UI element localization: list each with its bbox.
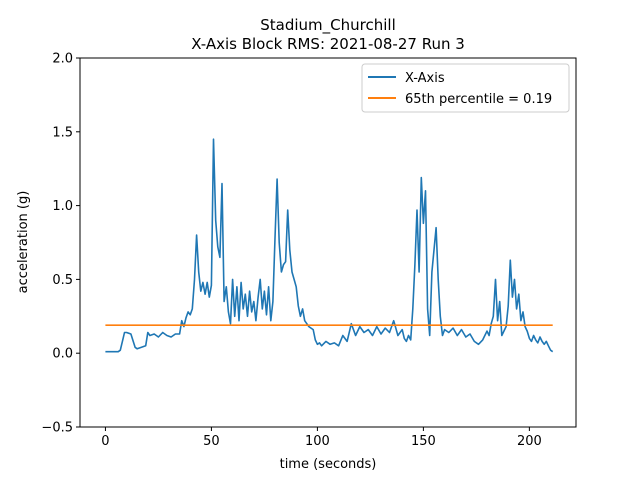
- legend-label-percentile: 65th percentile = 0.19: [405, 92, 552, 107]
- legend-frame: [361, 63, 570, 113]
- series-line-x-axis: [105, 138, 554, 353]
- plot-area: 0 50 100 150 200 −0.5 0.0 0.5 1.0 1.5 2.0: [41, 52, 577, 449]
- x-tick-label: 200: [517, 434, 542, 449]
- plot-frame: [79, 57, 577, 428]
- x-tick-label: 0: [101, 434, 109, 449]
- y-tick-label: 2.0: [52, 52, 73, 67]
- y-tick-label: 0.5: [52, 273, 73, 288]
- y-tick-label: −0.5: [41, 421, 73, 436]
- x-tick-label: 50: [203, 434, 220, 449]
- x-tick-label: 150: [411, 434, 436, 449]
- chart-subtitle: X-Axis Block RMS: 2021-08-27 Run 3: [191, 35, 465, 53]
- legend-label-x-axis: X-Axis: [405, 71, 445, 86]
- y-tick-label: 0.0: [52, 347, 73, 362]
- chart-title: Stadium_Churchill: [260, 16, 395, 35]
- y-tick-label: 1.5: [52, 125, 73, 140]
- x-tick-label: 100: [305, 434, 330, 449]
- y-tick-label: 1.0: [52, 199, 73, 214]
- legend: X-Axis 65th percentile = 0.19: [361, 63, 570, 113]
- y-axis-label: acceleration (g): [16, 191, 31, 294]
- x-axis-label: time (seconds): [280, 457, 377, 472]
